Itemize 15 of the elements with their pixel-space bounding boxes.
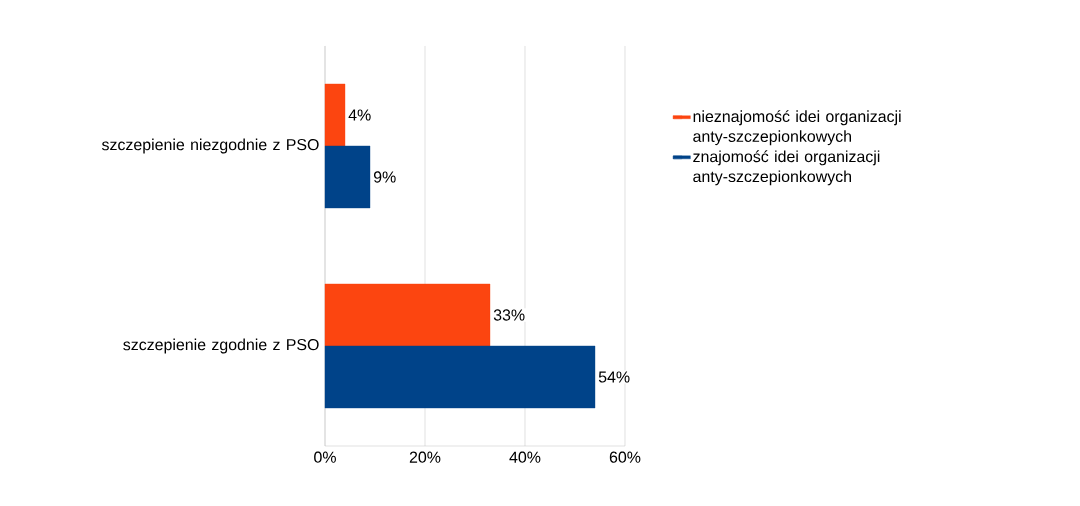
legend-label: znajomość idei organizacji anty-szczepionkowych — [693, 150, 880, 186]
x-tick-label: 20% — [409, 451, 441, 463]
bar — [324, 283, 491, 347]
x-tick-label: 60% — [609, 451, 641, 463]
bar — [324, 83, 346, 147]
bar — [324, 145, 371, 209]
bar — [324, 345, 596, 409]
data-label: 4% — [348, 109, 371, 121]
x-tick-label: 0% — [314, 451, 336, 463]
x-tick-label: 40% — [509, 451, 541, 463]
data-label: 33% — [493, 309, 525, 321]
y-tick-label: szczepienie niezgodnie z PSO — [101, 138, 319, 154]
data-label: 54% — [598, 371, 630, 383]
y-tick-label: szczepienie zgodnie z PSO — [123, 338, 319, 354]
data-label: 9% — [373, 171, 396, 183]
